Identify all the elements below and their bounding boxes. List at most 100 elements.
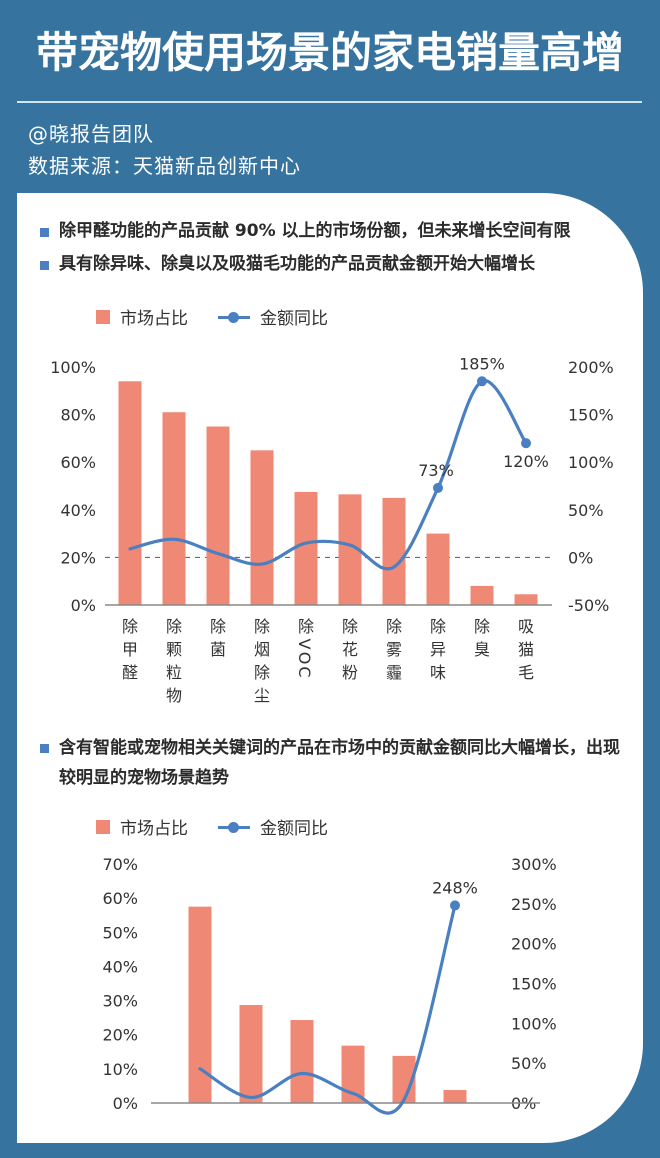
bullet-text: 含有智能或宠物相关关键词的产品在市场中的贡献金额同比大幅增长，出现较明显的宠物场… [59,738,620,788]
svg-text:除: 除 [166,617,182,636]
right-axis-tick: 0% [568,548,593,567]
svg-text:除: 除 [474,617,490,636]
line-legend-swatch-icon [218,310,250,324]
line-legend-swatch-icon [218,820,250,834]
category-label: 吸猫毛 [518,617,534,682]
bar [162,412,186,605]
svg-text:异: 异 [430,640,446,659]
legend-bar-label: 市场占比 [120,309,188,329]
svg-text:味: 味 [430,663,446,682]
bar [290,1020,314,1103]
data-point-marker [450,900,460,911]
left-axis-tick: 60% [102,889,138,908]
svg-text:烟: 烟 [254,640,270,659]
svg-text:颗: 颗 [166,640,182,659]
bar [250,450,274,605]
right-axis-tick: 50% [568,501,604,520]
right-axis-tick: 150% [568,406,614,425]
legend-line-label: 金额同比 [260,309,328,329]
bullet-square-icon [40,228,49,237]
category-label: 除菌 [210,617,226,659]
svg-text:雾: 雾 [386,640,402,659]
svg-text:除: 除 [386,617,402,636]
left-axis-tick: 10% [102,1060,138,1079]
bullet-square-icon [40,261,49,270]
bar [514,594,538,605]
bullet-item: 具有除异味、除臭以及吸猫毛功能的产品贡献金额开始大幅增长 [40,252,620,277]
data-point-marker [521,438,531,449]
svg-text:猫: 猫 [518,640,534,659]
chart2-legend: 市场占比 金额同比 [96,814,328,839]
right-axis-tick: 200% [568,358,614,377]
right-axis-tick: 250% [511,895,557,914]
bar [294,491,318,605]
bar [338,494,362,605]
right-axis-tick: 100% [568,453,614,472]
svg-text:霾: 霾 [386,663,402,682]
bullet-text: 除甲醛功能的产品贡献 90% 以上的市场份额，但未来增长空间有限 [59,221,571,241]
right-axis-tick: -50% [568,596,609,615]
svg-text:C: C [295,666,314,677]
svg-text:除: 除 [254,617,270,636]
legend-line-label: 金额同比 [260,819,328,839]
data-point-marker [477,376,487,387]
svg-text:尘: 尘 [254,686,270,705]
data-label: 73% [418,461,454,480]
svg-text:吸: 吸 [518,617,534,636]
bar [118,381,142,605]
bullet-item: 含有智能或宠物相关关键词的产品在市场中的贡献金额同比大幅增长，出现较明显的宠物场… [40,733,620,793]
svg-text:V: V [295,639,314,650]
left-axis-tick: 40% [102,957,138,976]
bar [470,585,494,605]
bar [443,1090,467,1103]
svg-text:除: 除 [254,663,270,682]
left-axis-tick: 50% [102,923,138,942]
svg-text:花: 花 [342,640,358,659]
left-axis-tick: 80% [60,406,96,425]
category-label: 除花粉 [342,617,358,682]
data-label: 185% [459,354,505,373]
yoy-line [198,903,457,1115]
svg-text:醛: 醛 [122,663,138,682]
bullet-item: 除甲醛功能的产品贡献 90% 以上的市场份额，但未来增长空间有限 [40,219,620,244]
yoy-line [128,379,528,571]
left-axis-tick: 60% [60,453,96,472]
svg-text:毛: 毛 [518,663,534,682]
content-card [17,193,643,1143]
data-label: 120% [503,452,549,471]
category-label: 除甲醛 [122,617,138,682]
svg-text:粉: 粉 [342,663,358,682]
left-axis-tick: 30% [102,992,138,1011]
bar-legend-swatch-icon [96,819,110,834]
svg-text:除: 除 [430,617,446,636]
svg-text:O: O [295,652,314,665]
left-axis-tick: 0% [113,1094,138,1113]
chart1-legend: 市场占比 金额同比 [96,304,328,329]
bullet-square-icon [40,744,49,753]
section2-bullets: 含有智能或宠物相关关键词的产品在市场中的贡献金额同比大幅增长，出现较明显的宠物场… [40,733,620,793]
svg-text:臭: 臭 [474,640,490,659]
left-axis-tick: 70% [102,855,138,874]
category-label: 除雾霾 [386,617,402,682]
bar [426,533,450,605]
bar [239,1005,263,1103]
right-axis-tick: 50% [511,1054,547,1073]
section1-bullets: 除甲醛功能的产品贡献 90% 以上的市场份额，但未来增长空间有限 具有除异味、除… [40,219,620,277]
svg-text:除: 除 [210,617,226,636]
data-source: 数据来源：天猫新品创新中心 [28,154,301,178]
svg-text:甲: 甲 [122,640,138,659]
bar [206,426,230,605]
page-title: 带宠物使用场景的家电销量高增 [35,28,624,77]
bar [188,906,212,1103]
right-axis-tick: 150% [511,975,557,994]
svg-text:粒: 粒 [166,663,182,682]
bar-legend-swatch-icon [96,309,110,324]
legend-bar-label: 市场占比 [120,819,188,839]
bar [341,1045,365,1103]
left-axis-tick: 100% [50,358,96,377]
category-label: 除异味 [430,617,446,682]
